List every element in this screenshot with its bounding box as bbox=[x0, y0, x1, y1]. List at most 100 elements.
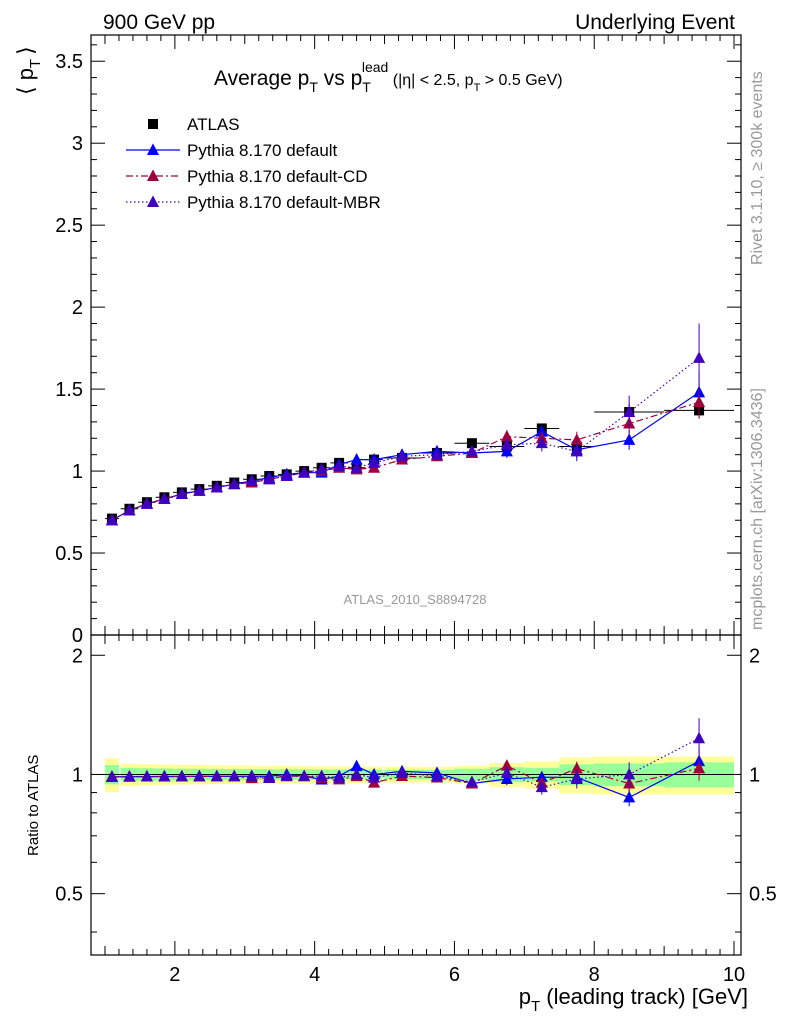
mbr-point bbox=[430, 448, 444, 460]
mbr-point bbox=[140, 497, 153, 509]
mbr-ratio-point bbox=[368, 771, 381, 783]
mbr-point bbox=[350, 461, 363, 473]
mbr-point bbox=[228, 477, 241, 490]
header-right: Underlying Event bbox=[575, 11, 735, 34]
ratio-y-tick-label-right: 1 bbox=[749, 764, 760, 786]
mbr-ratio-point bbox=[430, 769, 444, 781]
x-tick-label: 2 bbox=[169, 964, 180, 986]
legend-marker-cd bbox=[146, 169, 160, 181]
series-line-ratio bbox=[111, 737, 700, 788]
series-mbr bbox=[105, 323, 706, 795]
legend-label-cd: Pythia 8.170 default-CD bbox=[187, 167, 368, 186]
mbr-ratio-point bbox=[693, 731, 706, 744]
title-sub1: T bbox=[309, 79, 318, 95]
mbr-ratio-point bbox=[123, 770, 136, 782]
legend-marker-default bbox=[146, 143, 160, 155]
mbr-ratio-point bbox=[395, 766, 409, 778]
x-tick-label: 8 bbox=[589, 964, 600, 986]
mbr-point bbox=[500, 438, 513, 450]
mbr-ratio-point bbox=[465, 775, 478, 787]
mbr-point bbox=[535, 436, 548, 449]
analysis-watermark: ATLAS_2010_S8894728 bbox=[344, 592, 487, 607]
y-tick-label: 1 bbox=[72, 461, 83, 483]
x-tick-label: 10 bbox=[723, 964, 745, 986]
ylabel-ratio: Ratio to ATLAS bbox=[25, 755, 42, 856]
default-point bbox=[535, 425, 548, 437]
y-tick-label: 0.5 bbox=[55, 543, 83, 565]
mbr-ratio-point bbox=[350, 767, 363, 780]
mbr-point bbox=[280, 469, 293, 481]
ylabel-sub: T bbox=[27, 59, 44, 68]
series-line-main bbox=[111, 357, 700, 521]
ylabel-close: ⟩ bbox=[13, 46, 38, 55]
mbr-ratio-point bbox=[570, 772, 583, 784]
mbr-ratio-point bbox=[315, 769, 328, 782]
title-sub2: T bbox=[362, 79, 371, 95]
mbr-ratio-point bbox=[535, 780, 548, 793]
mbr-point bbox=[158, 492, 171, 504]
y-tick-label: 2.5 bbox=[55, 215, 83, 237]
mbr-point bbox=[315, 462, 328, 475]
xlabel-rest: (leading track) [GeV] bbox=[540, 984, 748, 1009]
cd-ratio-point bbox=[570, 761, 583, 774]
mbr-point bbox=[210, 480, 223, 493]
xlabel: pT (leading track) [GeV] bbox=[519, 984, 748, 1015]
default-ratio-point bbox=[350, 759, 363, 772]
cd-point bbox=[570, 433, 583, 445]
legend-label-mbr: Pythia 8.170 default-MBR bbox=[187, 193, 381, 212]
mbr-point bbox=[465, 444, 478, 457]
y-tick-label: 0 bbox=[72, 625, 83, 647]
data-marks bbox=[104, 323, 735, 807]
cd-ratio-point bbox=[693, 761, 706, 774]
ratio-frame bbox=[90, 634, 742, 956]
title-mid: vs p bbox=[318, 67, 362, 90]
mbr-ratio-point bbox=[210, 769, 223, 782]
mbr-point bbox=[263, 472, 276, 485]
series-cd bbox=[105, 385, 706, 792]
legend-marker-mbr bbox=[146, 195, 160, 207]
mbr-point bbox=[570, 444, 583, 457]
mbr-ratio-point bbox=[280, 769, 293, 782]
title-cut-a: (|η| < 2.5, p bbox=[388, 72, 473, 89]
mbr-point bbox=[193, 484, 206, 496]
title-cut-b: > 0.5 GeV) bbox=[480, 72, 562, 89]
x-tick-label: 4 bbox=[309, 964, 320, 986]
ratio-y-tick-label: 1 bbox=[72, 764, 83, 786]
mbr-point bbox=[105, 513, 119, 526]
mbr-ratio-point bbox=[245, 769, 258, 782]
cd-point bbox=[500, 430, 513, 442]
mbr-point bbox=[298, 466, 311, 478]
rivet-label: Rivet 3.1.10, ≥ 300k events bbox=[749, 71, 766, 265]
ratio-y-tick-label: 0.5 bbox=[55, 884, 83, 906]
cd-ratio-point bbox=[500, 759, 513, 771]
mbr-ratio-point bbox=[500, 766, 513, 778]
y-tick-label: 2 bbox=[72, 297, 83, 319]
default-ratio-point bbox=[623, 790, 636, 803]
mbr-point bbox=[693, 351, 706, 363]
default-point bbox=[623, 433, 636, 445]
mbr-ratio-point bbox=[105, 770, 119, 782]
legend-marker-atlas bbox=[148, 119, 158, 129]
axes: 2 4 6 8 10 0 0.5 1 1.5 2 2.5 3 3.5 0.5 0.5 1 1 2 2 bbox=[55, 34, 777, 986]
mbr-ratio-point bbox=[193, 769, 206, 782]
legend: ATLAS Pythia 8.170 default Pythia 8.170 de… bbox=[126, 115, 381, 212]
legend-label-default: Pythia 8.170 default bbox=[187, 141, 338, 160]
y-tick-label: 3.5 bbox=[55, 51, 83, 73]
legend-label-atlas: ATLAS bbox=[187, 115, 240, 134]
mbr-ratio-point bbox=[175, 769, 188, 782]
mbr-point bbox=[333, 459, 346, 472]
mbr-ratio-point bbox=[263, 771, 276, 783]
ratio-y-tick-label-right: 2 bbox=[749, 645, 760, 667]
mbr-ratio-point bbox=[140, 769, 153, 782]
ylabel-main: ⟨ pT ⟩ bbox=[13, 46, 44, 95]
series-default bbox=[105, 372, 706, 807]
mbr-point bbox=[175, 487, 188, 499]
ratio-y-tick-label-right: 0.5 bbox=[749, 884, 777, 906]
y-tick-label: 1.5 bbox=[55, 379, 83, 401]
mbr-ratio-point bbox=[623, 767, 636, 780]
plot-title: Average pT vs pTlead (|η| < 2.5, pT > 0.… bbox=[214, 59, 563, 95]
mbr-point bbox=[368, 456, 381, 468]
cd-point bbox=[693, 395, 706, 408]
mbr-ratio-point bbox=[298, 769, 311, 782]
